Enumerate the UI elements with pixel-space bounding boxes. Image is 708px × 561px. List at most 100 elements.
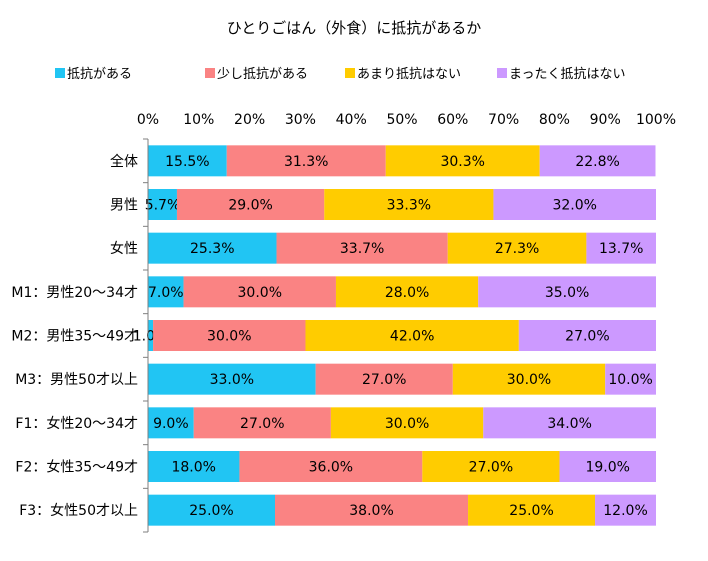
- bar-segment: [335, 276, 479, 308]
- bar-segment: [330, 407, 484, 439]
- data-label: 9.0%: [153, 416, 189, 432]
- data-label: 15.5%: [165, 154, 209, 170]
- legend-label: あまり抵抗はない: [357, 67, 461, 82]
- bar-segment: [605, 363, 656, 395]
- data-label: 27.0%: [565, 329, 609, 345]
- bar-segment: [153, 320, 306, 351]
- data-label: 30.0%: [385, 416, 429, 432]
- category-label: 全体: [110, 153, 138, 170]
- category-label: F3：女性50才以上: [19, 502, 138, 519]
- data-label: 29.0%: [228, 198, 272, 214]
- legend-label: 抵抗がある: [67, 67, 132, 82]
- x-axis-ticks: 0% 10% 20% 30% 40% 50% 60% 70% 80% 90% 100%: [137, 112, 676, 128]
- x-tick-label: 40%: [336, 112, 367, 128]
- bar-segment: [176, 189, 325, 220]
- data-label: 38.0%: [349, 503, 393, 519]
- bar-segment: [452, 363, 606, 395]
- x-tick-label: 80%: [539, 112, 570, 128]
- bars: 15.5% 31.3% 30.3% 22.8% 5.7% 29.0% 33.3% 32.0% 2…: [133, 145, 656, 526]
- data-label: 34.0%: [547, 416, 591, 432]
- data-label: 10.0%: [608, 372, 652, 388]
- x-tick-label: 10%: [183, 112, 214, 128]
- data-label: 18.0%: [171, 460, 215, 476]
- legend-swatch: [55, 68, 65, 78]
- data-label: 42.0%: [390, 329, 434, 345]
- data-label: 36.0%: [309, 460, 353, 476]
- data-label: 32.0%: [552, 198, 596, 214]
- data-label: 35.0%: [545, 285, 589, 301]
- bar-segment: [148, 320, 154, 351]
- data-label: 12.0%: [603, 503, 647, 519]
- category-label: F1：女性20～34才: [15, 415, 138, 432]
- x-tick-label: 50%: [386, 112, 417, 128]
- bar-segment: [324, 189, 494, 220]
- bar-segment: [539, 145, 656, 177]
- bar-segment: [183, 276, 336, 308]
- chart-title: ひとりごはん（外食）に抵抗があるか: [227, 19, 482, 37]
- bar-segment: [148, 451, 240, 482]
- x-tick-label: 70%: [488, 112, 519, 128]
- x-tick-label: 0%: [137, 112, 159, 128]
- legend-swatch: [497, 68, 507, 78]
- category-label: M2：男性35～49才: [11, 329, 138, 345]
- bar-segment: [586, 232, 656, 264]
- bar-segment: [518, 320, 656, 351]
- data-label: 22.8%: [575, 154, 619, 170]
- bar-segment: [148, 276, 184, 308]
- bar-segment: [385, 145, 540, 177]
- bar-segment: [315, 363, 453, 395]
- legend-label: 少し抵抗がある: [217, 67, 308, 82]
- bar-segment: [559, 451, 656, 482]
- category-label: 女性: [110, 240, 138, 257]
- bar-segment: [483, 407, 656, 439]
- bar-segment: [422, 451, 560, 482]
- data-label: 27.0%: [362, 372, 406, 388]
- bar-segment: [468, 494, 596, 526]
- data-label: 5.7%: [145, 198, 181, 214]
- data-label: 30.0%: [207, 329, 251, 345]
- legend-label: まったく抵抗はない: [509, 67, 625, 82]
- x-tick-label: 60%: [437, 112, 468, 128]
- data-label: 33.0%: [210, 372, 254, 388]
- data-label: 31.3%: [284, 154, 328, 170]
- data-label: 7.0%: [148, 285, 184, 301]
- bar-segment: [148, 145, 227, 177]
- legend-swatch: [345, 68, 355, 78]
- bar-segment: [276, 232, 448, 264]
- data-label: 28.0%: [385, 285, 429, 301]
- bar-segment: [239, 451, 423, 482]
- bar-segment: [148, 189, 177, 220]
- data-label: 30.0%: [238, 285, 282, 301]
- x-tick-label: 90%: [590, 112, 621, 128]
- bar-segment: [595, 494, 656, 526]
- data-label: 33.3%: [387, 198, 431, 214]
- data-label: 27.0%: [240, 416, 284, 432]
- bar-segment: [148, 494, 275, 526]
- bar-segment: [305, 320, 519, 351]
- bar-segment: [493, 189, 656, 220]
- bar-segment: [478, 276, 656, 308]
- category-label: 男性: [110, 198, 138, 214]
- x-tick-label: 30%: [285, 112, 316, 128]
- data-label: 25.3%: [190, 241, 234, 257]
- bar-segment: [148, 363, 316, 395]
- bar-segment: [193, 407, 331, 439]
- data-label: 33.7%: [340, 241, 384, 257]
- category-label: M1：男性20～34才: [11, 285, 138, 301]
- data-label: 30.3%: [440, 154, 484, 170]
- bar-segment: [148, 232, 277, 264]
- bar-segment: [447, 232, 587, 264]
- bar-segment: [148, 407, 194, 439]
- axis-lines: [143, 138, 149, 533]
- bar-segment: [226, 145, 386, 177]
- x-tick-label: 20%: [234, 112, 265, 128]
- x-tick-label: 100%: [636, 112, 676, 128]
- bar-segment: [275, 494, 469, 526]
- data-label: 19.0%: [585, 460, 629, 476]
- category-label: M3：男性50才以上: [15, 372, 138, 388]
- data-label: 25.0%: [509, 503, 553, 519]
- data-label: 27.0%: [469, 460, 513, 476]
- data-label: 25.0%: [189, 503, 233, 519]
